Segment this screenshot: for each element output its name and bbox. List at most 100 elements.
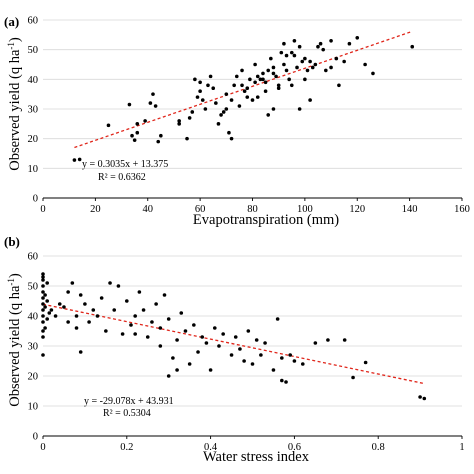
panel-b-point-46 — [141, 308, 146, 312]
panel-a-point-55 — [274, 74, 278, 79]
panel-a-point-41 — [248, 77, 252, 82]
panel-a-point-40 — [245, 95, 250, 99]
panel-b-point-76 — [259, 353, 263, 357]
panel-b-equation: y = -29.078x + 43.931 — [84, 396, 174, 407]
panel-a-point-5 — [132, 138, 137, 142]
panel-a-point-54 — [271, 65, 276, 70]
panel-b-point-27 — [74, 314, 79, 318]
panel-a-point-47 — [261, 71, 265, 76]
panel-b-y-tick-1: 10 — [28, 402, 39, 413]
panel-a-point-50 — [266, 68, 271, 73]
panel-a-point-49 — [263, 89, 268, 93]
panel-b-point-8 — [41, 290, 45, 294]
panel-b-y-tick-3: 30 — [28, 342, 39, 353]
panel-b-point-82 — [284, 380, 288, 384]
panel-a-point-85 — [363, 62, 367, 67]
panel-a-point-60 — [284, 68, 289, 73]
panel-b-point-36 — [104, 329, 108, 333]
panel-b-point-74 — [250, 362, 255, 366]
panel-a-point-73 — [310, 65, 315, 70]
panel-b-point-60 — [187, 362, 192, 366]
panel-a-point-61 — [287, 77, 291, 82]
panel-a-point-6 — [135, 122, 140, 126]
panel-a-point-62 — [289, 83, 294, 88]
panel-b-point-89 — [351, 375, 355, 380]
panel-b-point-69 — [229, 353, 234, 357]
panel-a-point-9 — [148, 101, 153, 105]
panel-b-point-59 — [183, 329, 188, 333]
panel-b-point-18 — [45, 281, 49, 285]
panel-b-y-tick-labels: 0 10 20 30 40 50 60 — [28, 252, 39, 443]
panel-b-point-92 — [422, 396, 427, 401]
panel-a-point-27 — [214, 101, 218, 105]
panel-a-x-tick-0: 0 — [40, 204, 45, 215]
panel-b-point-57 — [175, 368, 179, 372]
panel-a-x-tick-7: 140 — [402, 204, 418, 215]
panel-b-point-48 — [150, 320, 154, 324]
panel-b-point-31 — [83, 302, 87, 306]
panel-b-y-axis-label-main: Observed yield (q ha — [7, 285, 23, 407]
panel-a-trend-line — [74, 30, 413, 149]
panel-a-point-71 — [305, 68, 310, 73]
panel-a-point-77 — [321, 47, 326, 52]
panel-a-label: (a) — [4, 14, 19, 29]
panel-b-point-32 — [87, 320, 91, 324]
panel-a-x-tick-8: 160 — [454, 204, 470, 215]
panel-b-point-72 — [242, 359, 246, 363]
panel-a-point-19 — [193, 77, 197, 82]
panel-b-point-7 — [41, 296, 45, 300]
panel-b-point-41 — [125, 299, 129, 303]
panel-a-y-axis-label: Observed yield (q ha-1) — [6, 37, 23, 171]
panel-b-point-37 — [108, 281, 112, 285]
panel-b-point-68 — [221, 332, 225, 336]
panel-a-point-36 — [234, 74, 239, 79]
panel-b-point-39 — [116, 284, 121, 288]
panel-a-x-axis-label: Evapotranspiration (mm) — [193, 212, 339, 228]
panel-b-point-20 — [49, 308, 54, 312]
panel-a-point-90 — [292, 53, 297, 58]
panel-a-point-12 — [156, 139, 161, 144]
panel-a-x-tick-3: 60 — [195, 204, 206, 215]
panel-a-point-48 — [263, 80, 268, 85]
panel-b-point-52 — [162, 293, 167, 297]
panel-b-point-87 — [326, 338, 330, 342]
panel-b-point-24 — [66, 320, 70, 324]
panel-a-y-axis-label-sup: -1 — [6, 42, 16, 50]
panel-a-point-24 — [206, 83, 210, 88]
panel-b-point-55 — [166, 374, 171, 378]
panel-b-point-4 — [41, 314, 45, 318]
panel-b-point-88 — [342, 338, 347, 342]
panel-a-point-95 — [284, 53, 289, 58]
panel-a-point-70 — [303, 56, 307, 61]
panel-b-point-63 — [200, 335, 205, 339]
panel-b-point-45 — [137, 290, 142, 294]
panel-b-point-44 — [133, 332, 137, 336]
panel-a-point-13 — [159, 133, 163, 138]
panel-a-point-59 — [282, 41, 286, 46]
panel-a-gridlines — [43, 19, 462, 169]
panel-a-point-15 — [177, 119, 181, 123]
panel-b-point-61 — [192, 323, 196, 327]
panel-a-point-18 — [190, 110, 195, 114]
panel-a-data-points — [72, 36, 415, 162]
panel-b-point-14 — [43, 305, 47, 309]
panel-a-point-43 — [253, 80, 257, 85]
panel-b-point-1 — [41, 335, 45, 339]
panel-b-point-58 — [179, 311, 184, 315]
panel-b-point-40 — [120, 332, 125, 336]
panel-a-point-81 — [337, 83, 341, 88]
panel-a-point-25 — [208, 74, 213, 79]
panel-b-point-49 — [154, 302, 158, 306]
panel-b-y-tick-6: 60 — [28, 252, 39, 263]
panel-b-point-16 — [45, 317, 49, 321]
panel-a-point-98 — [240, 83, 244, 88]
panel-b-point-47 — [145, 335, 150, 339]
panel-b-point-56 — [175, 338, 179, 342]
panel-a-point-2 — [106, 123, 111, 128]
panel-a-equation: y = 0.3035x + 13.375 — [82, 159, 168, 170]
panel-a-point-35 — [232, 83, 236, 88]
panel-b-y-axis-label: Observed yield (q ha-1) — [6, 273, 23, 407]
panel-b-y-tick-2: 20 — [28, 372, 39, 383]
panel-b-point-42 — [129, 323, 133, 327]
panel-b-point-12 — [41, 272, 45, 276]
